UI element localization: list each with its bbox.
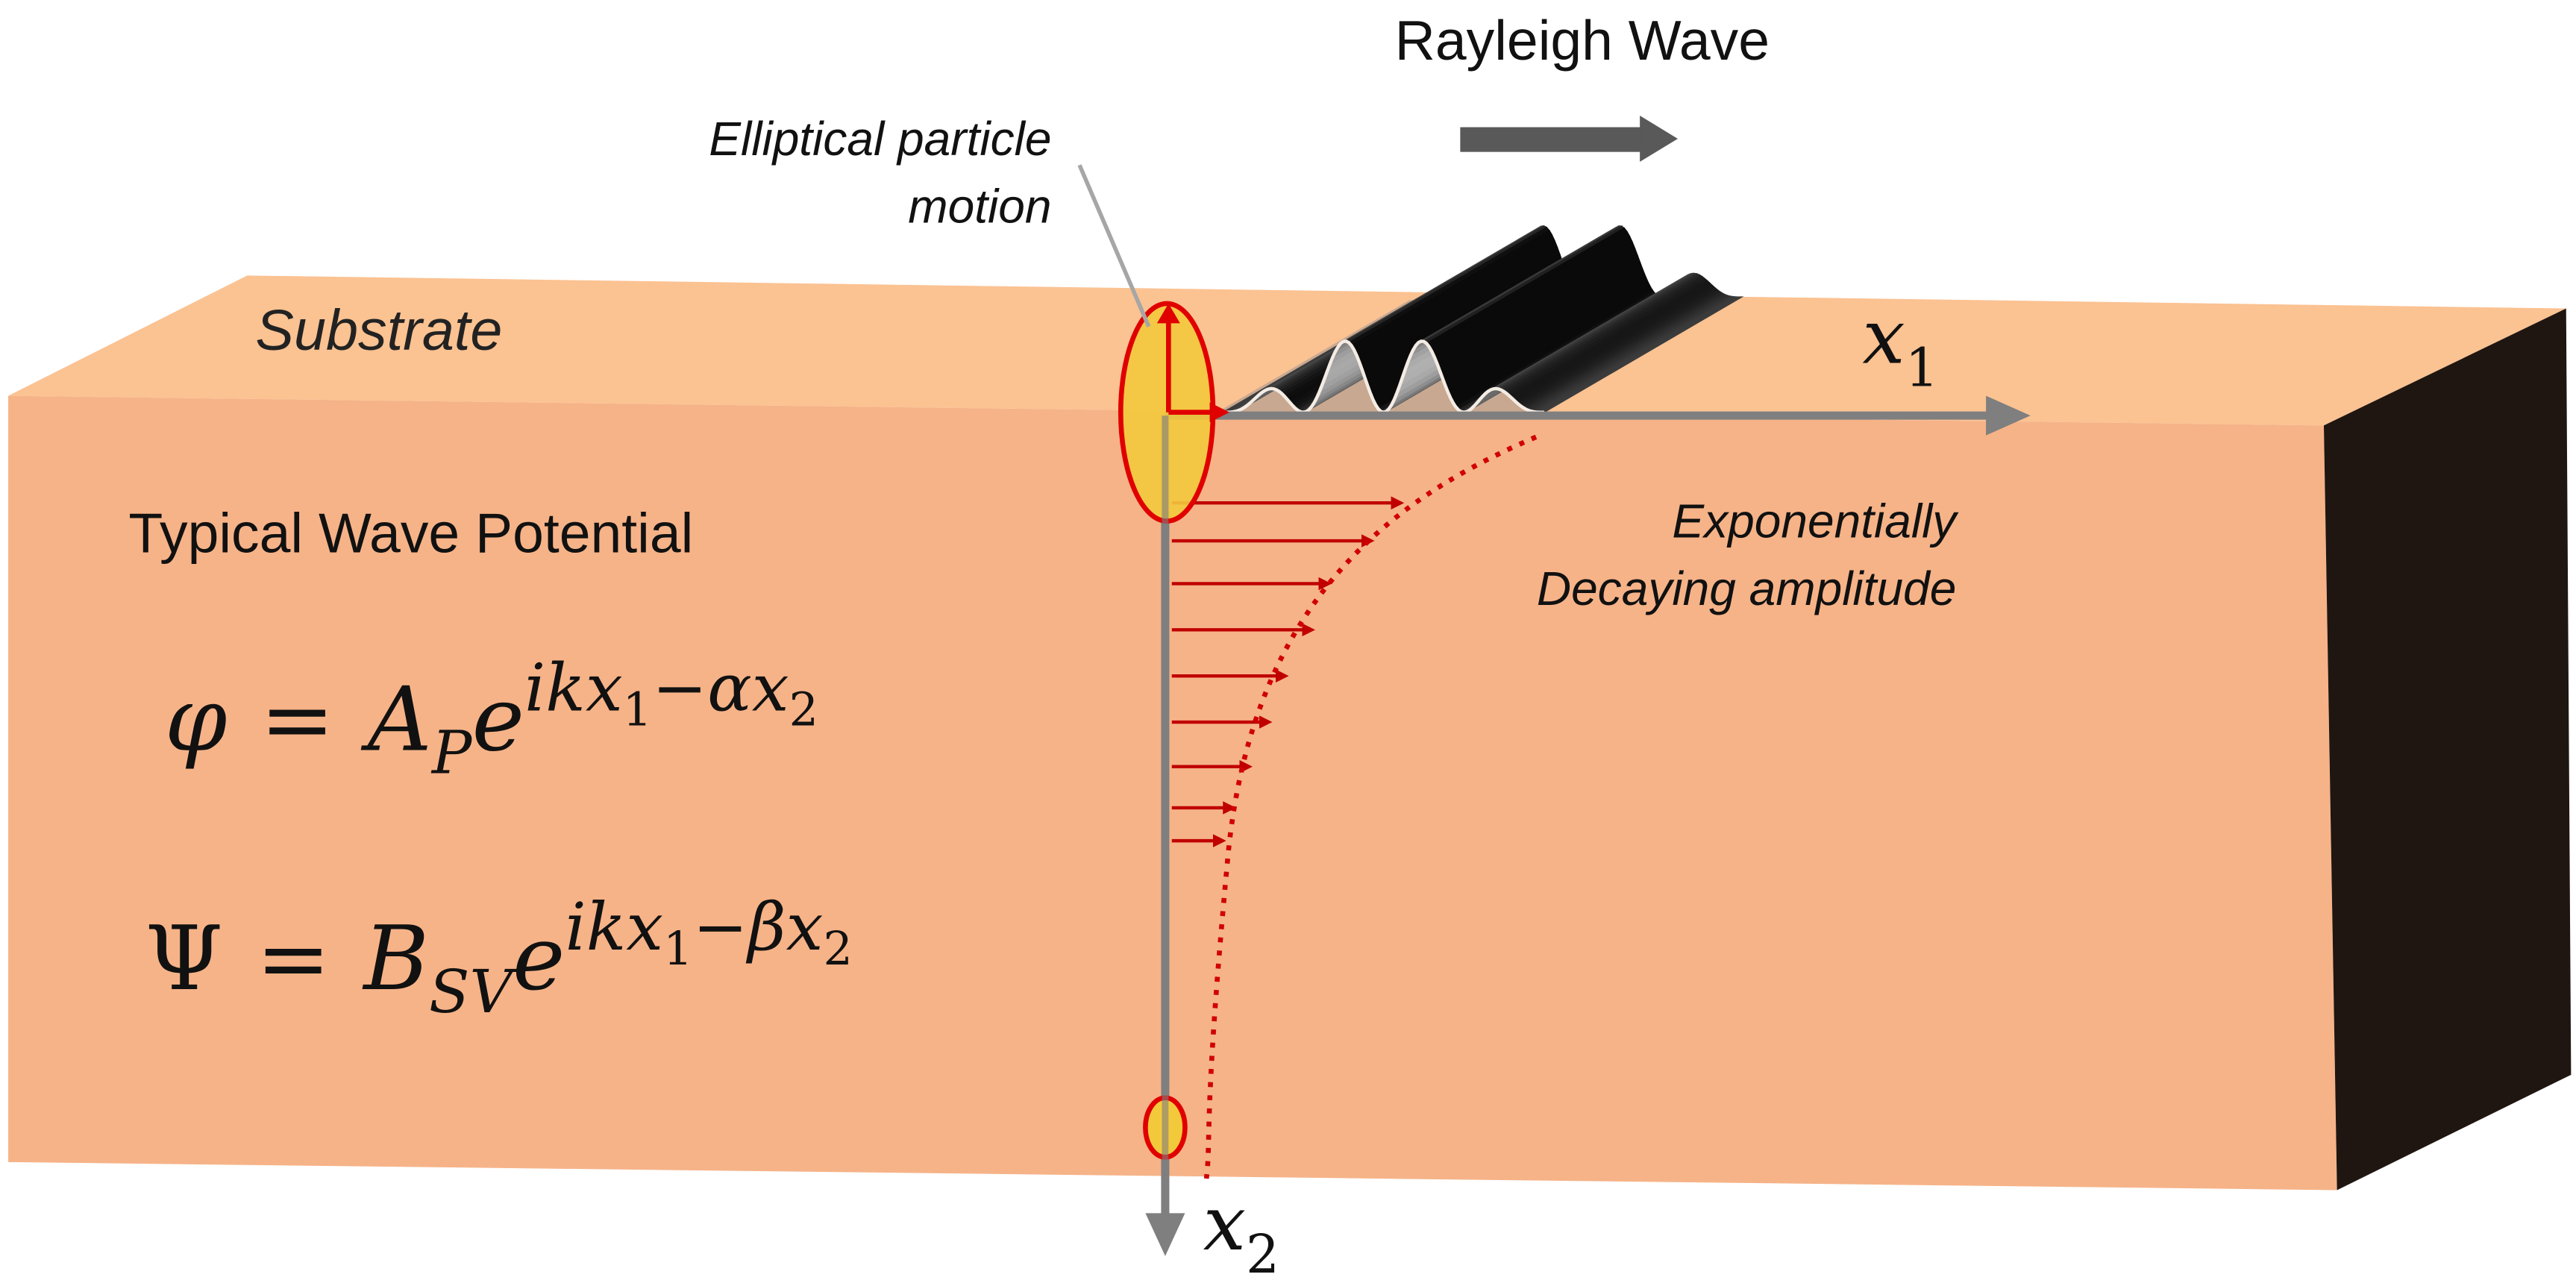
eq-lhs: φ [165, 668, 228, 772]
eq-exp: ikx [524, 650, 623, 727]
eq-exp-sub: 2 [789, 683, 818, 736]
pointer-line [1077, 164, 1151, 327]
motion-arrowhead-right [1209, 402, 1230, 422]
eq-exp: ikx [565, 888, 663, 965]
equation: Ψ = BSVeikx1−βx2 [145, 888, 852, 1026]
motion-arrowhead-up [1156, 303, 1180, 324]
motion-arrows [1166, 316, 1217, 415]
eq-exp-sub: 2 [823, 922, 852, 976]
eq-exp: −αx [652, 650, 789, 727]
rayleigh-wave [1211, 225, 1744, 416]
substrate-label: Substrate [255, 298, 502, 363]
particle-motion-label: Elliptical particle [709, 112, 1051, 166]
eq-exp-sub: 1 [663, 922, 692, 976]
eq-sign: = [260, 668, 335, 772]
axis-symbol: x [1203, 1179, 1246, 1267]
x2-label: x2 [1203, 1179, 1279, 1285]
direction-arrowhead [1640, 116, 1678, 162]
axis-subscript: 1 [1905, 336, 1939, 398]
eq-lhs: Ψ [145, 907, 223, 1011]
axis-subscript: 2 [1246, 1223, 1279, 1285]
eq-coef-sub: P [430, 718, 473, 788]
eq-coef: B [362, 907, 429, 1011]
decay-label: Decaying amplitude [1537, 562, 1957, 615]
particle-motion-label: motion [908, 180, 1051, 233]
eq-exp-sub: 1 [623, 683, 652, 736]
eq-coef-sub: SV [429, 957, 518, 1026]
direction-arrow-shaft [1460, 127, 1645, 152]
decay-label: Exponentially [1672, 495, 1959, 548]
potential-heading: Typical Wave Potential [128, 501, 693, 564]
eq-exp: −βx [692, 888, 823, 965]
substrate-front [8, 395, 2337, 1191]
equation: φ = APeikx1−αx2 [165, 650, 818, 788]
x1-arrowhead [1986, 395, 2031, 436]
eq-coef: A [360, 668, 432, 772]
decay-arrows [1171, 496, 1405, 847]
substrate-top [8, 275, 2566, 426]
eq-sign: = [256, 907, 330, 1011]
substrate-side [2323, 308, 2572, 1191]
eq-base: e [471, 668, 524, 772]
axis-symbol: x [1862, 292, 1905, 380]
eq-base: e [513, 907, 565, 1011]
title: Rayleigh Wave [1395, 9, 1770, 72]
x2-arrowhead [1145, 1213, 1185, 1256]
decay-envelope [1203, 434, 1538, 1179]
x1-label: x1 [1862, 292, 1938, 398]
